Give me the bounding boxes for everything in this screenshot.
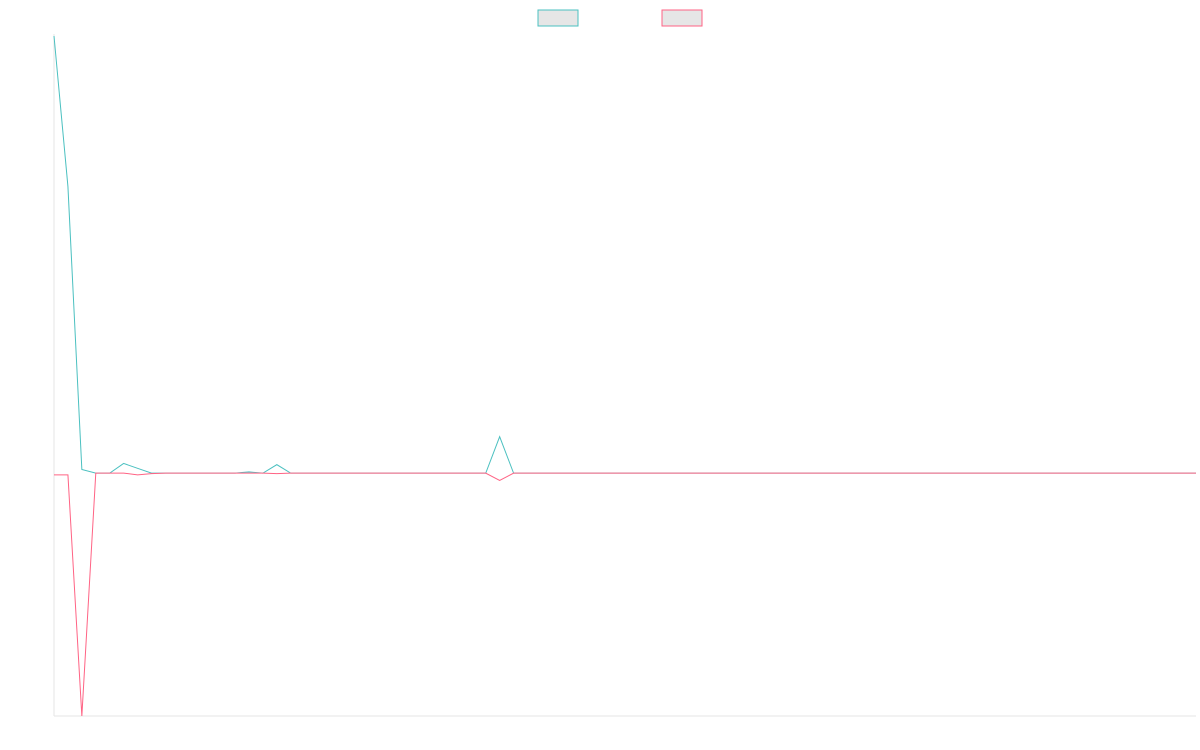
legend-swatch-1[interactable] (537, 9, 579, 27)
series-line-1 (53, 35, 1196, 474)
plot-area (53, 35, 1196, 717)
series-line-2 (54, 472, 1196, 717)
legend-swatch-2[interactable] (661, 9, 703, 27)
axes (53, 34, 1196, 717)
legend (537, 9, 703, 27)
